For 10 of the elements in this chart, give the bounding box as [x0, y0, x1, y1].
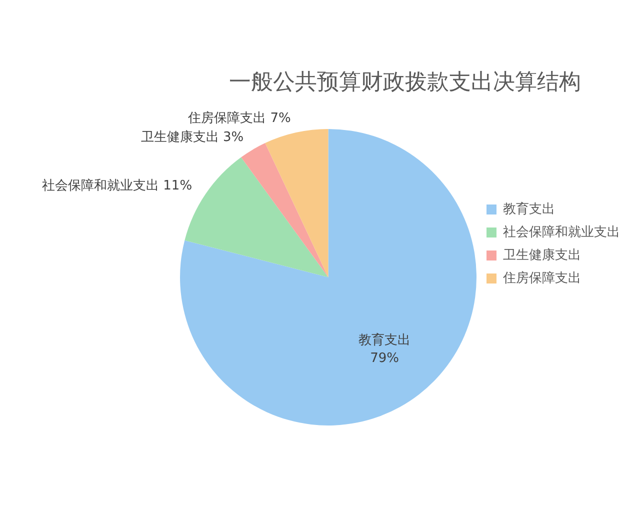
- legend-label: 住房保障支出: [502, 270, 581, 286]
- category-label: 住房保障支出 7%: [188, 111, 291, 126]
- chart-title: 一般公共预算财政拨款支出决算结构: [229, 70, 581, 95]
- legend-label: 卫生健康支出: [503, 248, 581, 263]
- legend-label: 社会保障和就业支出: [503, 224, 620, 240]
- legend-label: 教育支出: [503, 200, 555, 217]
- category-label: 卫生健康支出 3%: [140, 130, 244, 145]
- slice-label: 教育支出: [358, 332, 411, 348]
- data-label: 79%: [370, 351, 400, 366]
- category-label: 社会保障和就业支出 11%: [42, 178, 192, 194]
